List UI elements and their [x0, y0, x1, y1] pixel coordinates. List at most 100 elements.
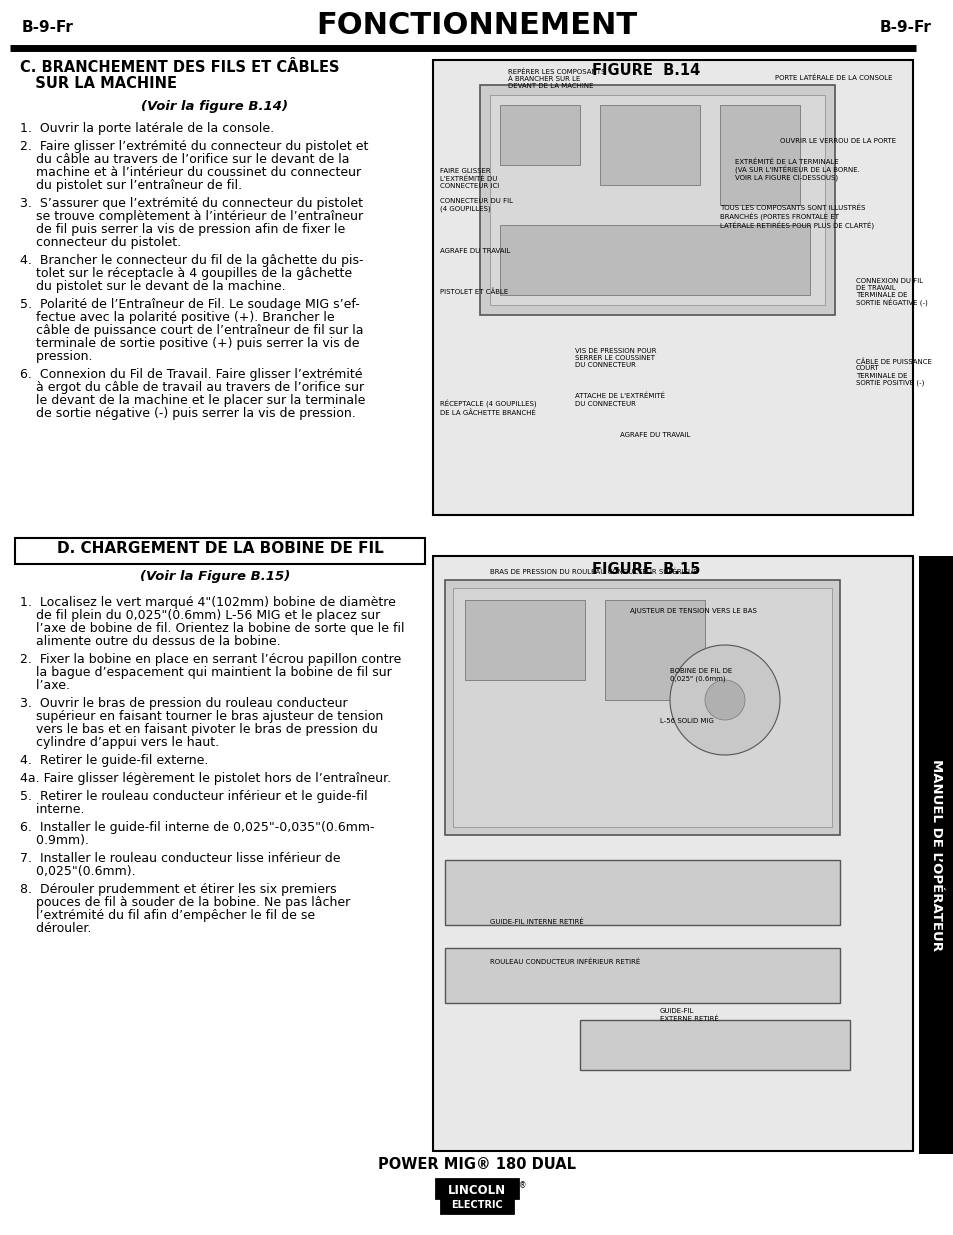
Text: ROULEAU CONDUCTEUR INFÉRIEUR RETIRÉ: ROULEAU CONDUCTEUR INFÉRIEUR RETIRÉ	[490, 958, 639, 965]
Text: 2.  Faire glisser l’extrémité du connecteur du pistolet et: 2. Faire glisser l’extrémité du connecte…	[20, 140, 368, 153]
Bar	[433, 556, 912, 1151]
Bar	[433, 61, 912, 515]
Text: FIGURE  B.15: FIGURE B.15	[592, 562, 700, 577]
Text: 7.  Installer le rouleau conducteur lisse inférieur de: 7. Installer le rouleau conducteur lisse…	[20, 852, 340, 864]
Text: terminale de sortie positive (+) puis serrer la vis de: terminale de sortie positive (+) puis se…	[20, 337, 359, 350]
Text: CONNEXION DU FIL
DE TRAVAIL
TERMINALE DE
SORTIE NÉGATIVE (-): CONNEXION DU FIL DE TRAVAIL TERMINALE DE…	[855, 278, 926, 308]
Text: de fil plein du 0,025"(0.6mm) L-56 MIG et le placez sur: de fil plein du 0,025"(0.6mm) L-56 MIG e…	[20, 609, 380, 622]
Text: l’axe.: l’axe.	[20, 679, 70, 692]
Text: fectue avec la polarité positive (+). Brancher le: fectue avec la polarité positive (+). Br…	[20, 311, 335, 324]
Circle shape	[669, 645, 780, 755]
Text: POWER MIG® 180 DUAL: POWER MIG® 180 DUAL	[377, 1157, 576, 1172]
Text: ELECTRIC: ELECTRIC	[451, 1200, 502, 1210]
Text: 6.  Connexion du Fil de Travail. Faire glisser l’extrémité: 6. Connexion du Fil de Travail. Faire gl…	[20, 368, 362, 382]
Text: MANUEL DE L’OPÉRATEUR: MANUEL DE L’OPÉRATEUR	[929, 760, 942, 951]
Text: le devant de la machine et le placer sur la terminale: le devant de la machine et le placer sur…	[20, 394, 365, 408]
Bar	[479, 85, 834, 315]
Text: de fil puis serrer la vis de pression afin de fixer le: de fil puis serrer la vis de pression af…	[20, 224, 345, 236]
Text: vers le bas et en faisant pivoter le bras de pression du: vers le bas et en faisant pivoter le bra…	[20, 722, 377, 736]
Text: TOUS LES COMPOSANTS SONT ILLUSTRÉS
BRANCHÉS (PORTES FRONTALE ET
LATÉRALE RETIRÉE: TOUS LES COMPOSANTS SONT ILLUSTRÉS BRANC…	[720, 205, 873, 230]
Text: câble de puissance court de l’entraîneur de fil sur la: câble de puissance court de l’entraîneur…	[20, 324, 363, 337]
Text: l’axe de bobine de fil. Orientez la bobine de sorte que le fil: l’axe de bobine de fil. Orientez la bobi…	[20, 622, 404, 635]
Bar	[499, 225, 809, 295]
Text: 4.  Brancher le connecteur du fil de la gâchette du pis-: 4. Brancher le connecteur du fil de la g…	[20, 254, 363, 267]
Bar	[499, 105, 579, 165]
Text: alimente outre du dessus de la bobine.: alimente outre du dessus de la bobine.	[20, 635, 280, 648]
Text: 6.  Installer le guide-fil interne de 0,025"-0,035"(0.6mm-: 6. Installer le guide-fil interne de 0,0…	[20, 821, 375, 834]
Text: FAIRE GLISSER
L'EXTRÉMITÉ DU
CONNECTEUR ICI: FAIRE GLISSER L'EXTRÉMITÉ DU CONNECTEUR …	[439, 168, 498, 189]
Bar	[579, 1020, 849, 1070]
Text: SUR LA MACHINE: SUR LA MACHINE	[20, 77, 177, 91]
Text: CÂBLE DE PUISSANCE
COURT
TERMINALE DE
SORTIE POSITIVE (-): CÂBLE DE PUISSANCE COURT TERMINALE DE SO…	[855, 358, 931, 387]
Text: ATTACHE DE L'EXTRÉMITÉ
DU CONNECTEUR: ATTACHE DE L'EXTRÉMITÉ DU CONNECTEUR	[575, 393, 664, 406]
Text: VIS DE PRESSION POUR
SERRER LE COUSSINET
DU CONNECTEUR: VIS DE PRESSION POUR SERRER LE COUSSINET…	[575, 348, 656, 368]
Text: AJUSTEUR DE TENSION VERS LE BAS: AJUSTEUR DE TENSION VERS LE BAS	[629, 608, 756, 614]
Text: 3.  S’assurer que l’extrémité du connecteur du pistolet: 3. S’assurer que l’extrémité du connecte…	[20, 198, 363, 210]
Bar	[444, 860, 840, 925]
Text: BRAS DE PRESSION DU ROULEAU CONDUCTEUR SUPÉRIEUR: BRAS DE PRESSION DU ROULEAU CONDUCTEUR S…	[490, 568, 698, 574]
Text: du pistolet sur le devant de la machine.: du pistolet sur le devant de la machine.	[20, 280, 285, 293]
Text: EXTRÉMITÉ DE LA TERMINALE
(VA SUR L'INTÉRIEUR DE LA BORNE.
VOIR LA FIGURE CI-DES: EXTRÉMITÉ DE LA TERMINALE (VA SUR L'INTÉ…	[734, 158, 859, 182]
Text: à ergot du câble de travail au travers de l’orifice sur: à ergot du câble de travail au travers d…	[20, 382, 364, 394]
Bar	[604, 600, 704, 700]
Text: du pistolet sur l’entraîneur de fil.: du pistolet sur l’entraîneur de fil.	[20, 179, 242, 191]
Text: L-56 SOLID MIG: L-56 SOLID MIG	[659, 718, 713, 724]
Text: PORTE LATÉRALE DE LA CONSOLE: PORTE LATÉRALE DE LA CONSOLE	[774, 75, 892, 82]
Text: FONCTIONNEMENT: FONCTIONNEMENT	[316, 11, 637, 41]
Text: C. BRANCHEMENT DES FILS ET CÂBLES: C. BRANCHEMENT DES FILS ET CÂBLES	[20, 61, 339, 75]
Text: pouces de fil à souder de la bobine. Ne pas lâcher: pouces de fil à souder de la bobine. Ne …	[20, 897, 350, 909]
Text: 0.9mm).: 0.9mm).	[20, 834, 89, 847]
Text: dérouler.: dérouler.	[20, 923, 91, 935]
Text: connecteur du pistolet.: connecteur du pistolet.	[20, 236, 181, 249]
Text: (Voir la Figure B.15): (Voir la Figure B.15)	[140, 571, 290, 583]
Circle shape	[704, 680, 744, 720]
Text: se trouve complètement à l’intérieur de l’entraîneur: se trouve complètement à l’intérieur de …	[20, 210, 363, 224]
Text: 8.  Dérouler prudemment et étirer les six premiers: 8. Dérouler prudemment et étirer les six…	[20, 883, 336, 897]
Bar	[720, 105, 800, 205]
Text: la bague d’espacement qui maintient la bobine de fil sur: la bague d’espacement qui maintient la b…	[20, 666, 392, 679]
Bar	[599, 105, 700, 185]
Bar	[464, 600, 584, 680]
Text: AGRAFE DU TRAVAIL: AGRAFE DU TRAVAIL	[439, 248, 510, 254]
Text: 1.  Ouvrir la porte latérale de la console.: 1. Ouvrir la porte latérale de la consol…	[20, 122, 274, 135]
Text: 3.  Ouvrir le bras de pression du rouleau conducteur: 3. Ouvrir le bras de pression du rouleau…	[20, 697, 347, 710]
Bar	[440, 1198, 513, 1213]
Text: ®: ®	[518, 1181, 526, 1191]
Text: 1.  Localisez le vert marqué 4"(102mm) bobine de diamètre: 1. Localisez le vert marqué 4"(102mm) bo…	[20, 597, 395, 609]
Text: REPÉRER LES COMPOSANTS
À BRANCHER SUR LE
DEVANT DE LA MACHINE: REPÉRER LES COMPOSANTS À BRANCHER SUR LE…	[507, 68, 605, 89]
Text: 5.  Polarité de l’Entraîneur de Fil. Le soudage MIG s’ef-: 5. Polarité de l’Entraîneur de Fil. Le s…	[20, 298, 359, 311]
Text: supérieur en faisant tourner le bras ajusteur de tension: supérieur en faisant tourner le bras aju…	[20, 710, 383, 722]
Text: LINCOLN: LINCOLN	[448, 1184, 505, 1197]
Text: FIGURE  B.14: FIGURE B.14	[592, 63, 700, 78]
Text: de sortie négative (-) puis serrer la vis de pression.: de sortie négative (-) puis serrer la vi…	[20, 408, 355, 420]
Text: OUVRIR LE VERROU DE LA PORTE: OUVRIR LE VERROU DE LA PORTE	[780, 138, 895, 144]
Text: 4.  Retirer le guide-fil externe.: 4. Retirer le guide-fil externe.	[20, 755, 208, 767]
Text: BOBINE DE FIL DE
0,025" (0.6mm): BOBINE DE FIL DE 0,025" (0.6mm)	[669, 668, 732, 682]
Bar	[444, 580, 840, 835]
Text: 0,025"(0.6mm).: 0,025"(0.6mm).	[20, 864, 135, 878]
Text: du câble au travers de l’orifice sur le devant de la: du câble au travers de l’orifice sur le …	[20, 153, 349, 165]
Text: machine et à l’intérieur du coussinet du connecteur: machine et à l’intérieur du coussinet du…	[20, 165, 361, 179]
Text: 4a. Faire glisser légèrement le pistolet hors de l’entraîneur.: 4a. Faire glisser légèrement le pistolet…	[20, 772, 391, 785]
Bar	[918, 556, 953, 1153]
Bar	[15, 538, 424, 564]
Text: GUIDE-FIL INTERNE RETIRÉ: GUIDE-FIL INTERNE RETIRÉ	[490, 918, 583, 925]
Text: RÉCEPTACLE (4 GOUPILLES)
DE LA GÂCHETTE BRANCHÉ: RÉCEPTACLE (4 GOUPILLES) DE LA GÂCHETTE …	[439, 400, 536, 416]
Text: tolet sur le réceptacle à 4 goupilles de la gâchette: tolet sur le réceptacle à 4 goupilles de…	[20, 267, 352, 280]
Text: PISTOLET ET CÂBLE: PISTOLET ET CÂBLE	[439, 288, 508, 294]
Text: B-9-Fr: B-9-Fr	[880, 21, 931, 36]
Bar	[436, 1179, 517, 1198]
Bar	[490, 95, 824, 305]
Text: interne.: interne.	[20, 803, 85, 816]
Text: CONNECTEUR DU FIL
(4 GOUPILLES): CONNECTEUR DU FIL (4 GOUPILLES)	[439, 198, 513, 211]
Bar	[453, 588, 831, 827]
Bar	[444, 948, 840, 1003]
Text: 5.  Retirer le rouleau conducteur inférieur et le guide-fil: 5. Retirer le rouleau conducteur inférie…	[20, 790, 367, 803]
Text: B-9-Fr: B-9-Fr	[22, 21, 73, 36]
Text: 2.  Fixer la bobine en place en serrant l’écrou papillon contre: 2. Fixer la bobine en place en serrant l…	[20, 653, 401, 666]
Text: GUIDE-FIL
EXTERNE RETIRÉ: GUIDE-FIL EXTERNE RETIRÉ	[659, 1008, 718, 1021]
Text: (Voir la figure B.14): (Voir la figure B.14)	[141, 100, 288, 112]
Text: AGRAFE DU TRAVAIL: AGRAFE DU TRAVAIL	[619, 432, 690, 438]
Text: D. CHARGEMENT DE LA BOBINE DE FIL: D. CHARGEMENT DE LA BOBINE DE FIL	[56, 541, 383, 556]
Text: cylindre d’appui vers le haut.: cylindre d’appui vers le haut.	[20, 736, 219, 748]
